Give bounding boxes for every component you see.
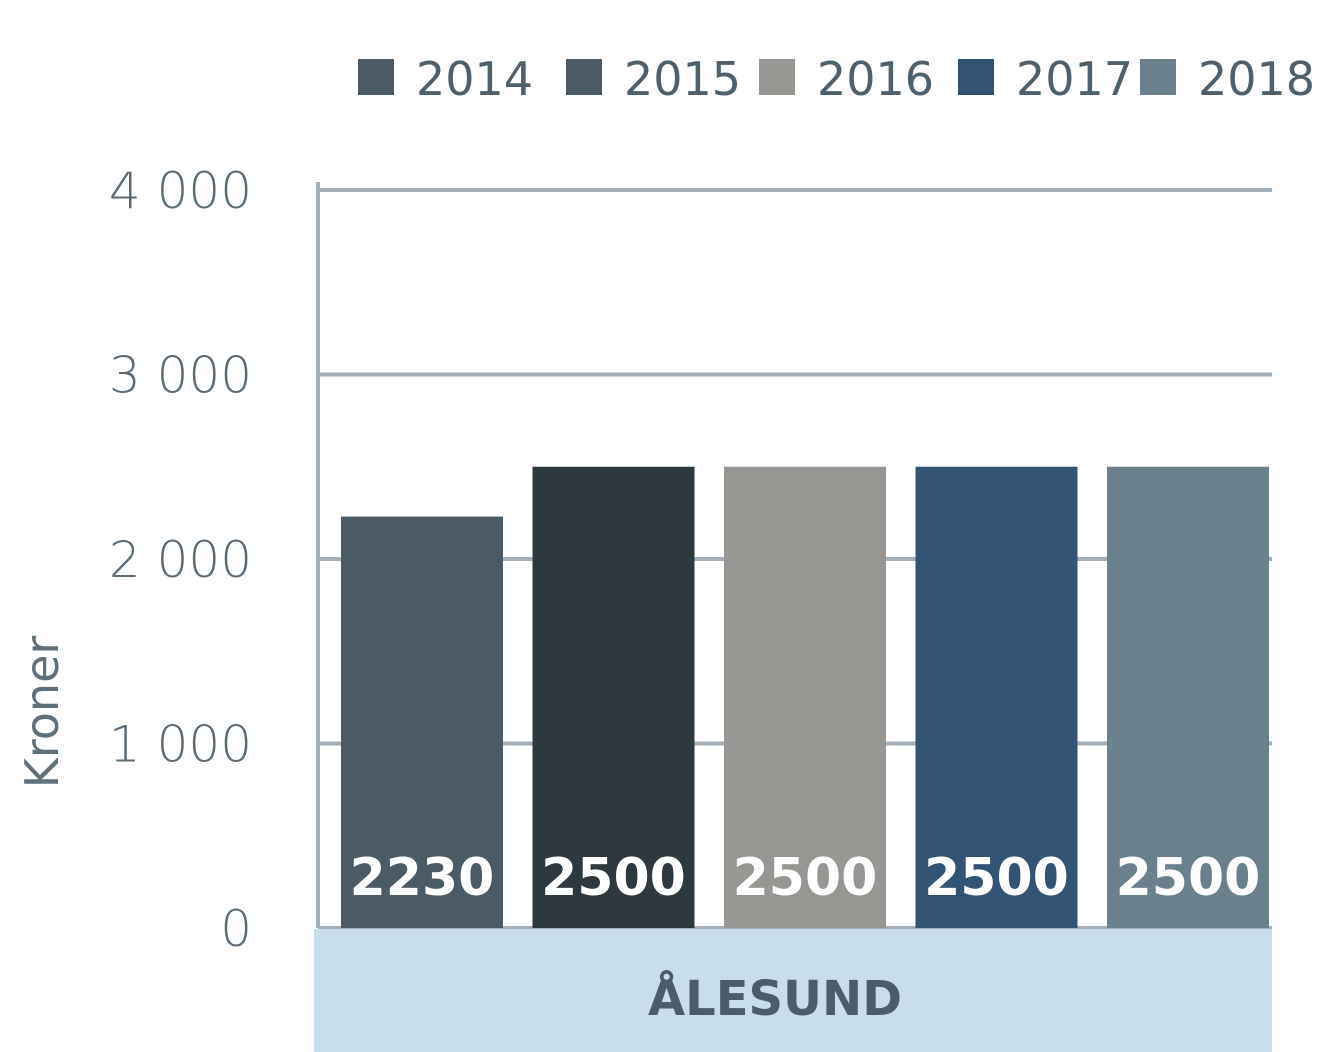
legend-label-2015: 2015 <box>624 52 741 106</box>
legend-label-2016: 2016 <box>817 52 934 106</box>
legend-label-2017: 2017 <box>1016 52 1133 106</box>
bar-2017 <box>915 466 1078 928</box>
bar-value-label: 2500 <box>924 848 1069 908</box>
y-tick-label: 2 000 <box>109 531 252 589</box>
legend-label-2018: 2018 <box>1198 52 1315 106</box>
y-tick-label: 3 000 <box>109 347 252 405</box>
bar-value-label: 2230 <box>350 848 495 908</box>
legend-swatch-2016 <box>759 59 795 95</box>
legend: 2014 2015 2016 2017 2018 <box>358 52 1315 106</box>
bar-value-label: 2500 <box>733 848 878 908</box>
bar-2014 <box>341 516 503 928</box>
bar-2016 <box>724 466 886 928</box>
legend-swatch-2014 <box>358 59 394 95</box>
bar-value-label: 2500 <box>1116 848 1261 908</box>
category-band: ÅLESUND <box>314 929 1272 1052</box>
bar-2018 <box>1107 466 1269 928</box>
legend-swatch-2017 <box>958 59 994 95</box>
bar-value-label: 2500 <box>541 848 686 908</box>
legend-swatch-2015 <box>566 59 602 95</box>
legend-label-2014: 2014 <box>416 52 533 106</box>
y-axis-ticks: 0 1 000 2 000 3 000 4 000 <box>109 162 252 958</box>
y-axis-label: Kroner <box>15 636 69 789</box>
category-band-rect <box>314 929 1272 1052</box>
y-tick-label: 1 000 <box>109 716 252 774</box>
bar-2015 <box>532 466 695 928</box>
category-label: ÅLESUND <box>648 970 902 1027</box>
y-tick-label: 4 000 <box>109 162 252 220</box>
legend-swatch-2018 <box>1140 59 1176 95</box>
y-tick-label: 0 <box>220 900 252 958</box>
bars: 2230 2500 2500 2500 2500 <box>341 466 1269 928</box>
